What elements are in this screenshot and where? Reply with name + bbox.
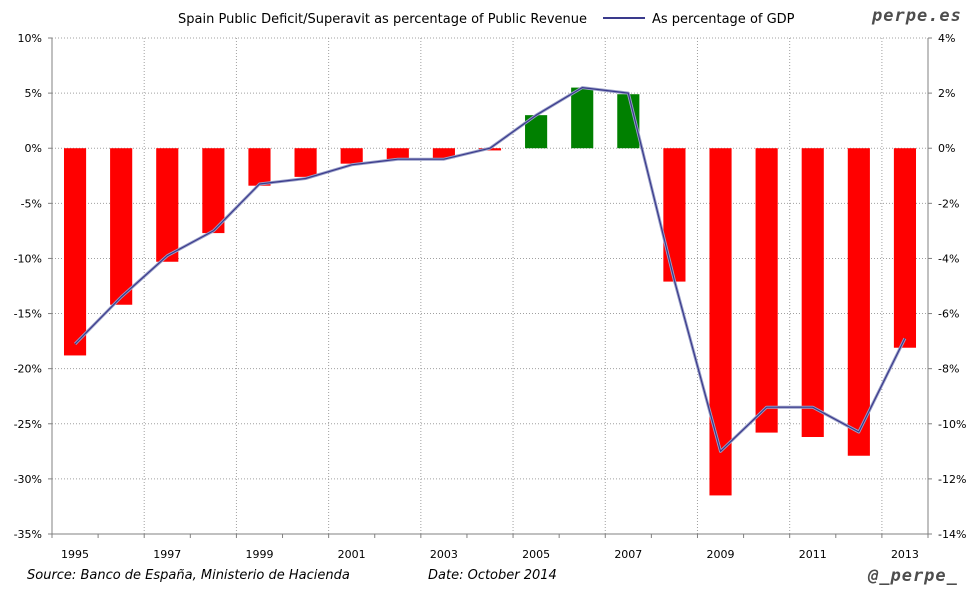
x-tick-label: 2001 <box>338 548 366 561</box>
bar-2012 <box>847 148 870 456</box>
tick-labels: 10% 5% 0% -5% -10% -15% -20% -25% -30% -35% 4% 2% 0%… <box>14 32 967 561</box>
bar-1999 <box>248 148 271 186</box>
y-right-tick-label: -8% <box>938 363 959 376</box>
y-right-tick-label: 2% <box>938 87 955 100</box>
x-tick-label: 2013 <box>891 548 919 561</box>
y-left-tick-label: -10% <box>14 252 42 265</box>
bar-2003 <box>432 148 455 159</box>
y-left-tick-label: 5% <box>25 87 42 100</box>
x-tick-label: 2011 <box>799 548 827 561</box>
x-tick-label: 2007 <box>614 548 642 561</box>
source-note: Source: Banco de España, Ministerio de H… <box>27 568 350 583</box>
y-left-tick-label: 0% <box>25 142 42 155</box>
bar-1996 <box>110 148 133 305</box>
y-right-tick-label: -10% <box>938 418 966 431</box>
bar-series <box>63 87 917 496</box>
brand-site: perpe.es <box>872 6 962 26</box>
bar-2010 <box>755 148 778 433</box>
gdp-line-halo <box>74 86 907 453</box>
bar-2013 <box>893 148 917 348</box>
bar-2008 <box>663 148 686 282</box>
gdp-line-series <box>74 86 907 453</box>
date-note: Date: October 2014 <box>428 568 557 583</box>
bar-2001 <box>340 148 363 164</box>
axes <box>48 37 932 538</box>
bar-1998 <box>202 148 225 234</box>
bar-2005 <box>525 115 548 149</box>
bar-1997 <box>156 148 179 262</box>
bar-2006 <box>571 87 594 149</box>
x-tick-label: 2009 <box>707 548 735 561</box>
bar-1995 <box>63 148 87 356</box>
y-right-tick-label: -4% <box>938 252 959 265</box>
bar-2009 <box>709 148 732 496</box>
legend-line-label: As percentage of GDP <box>652 12 795 27</box>
x-tick-label: 2005 <box>522 548 550 561</box>
legend: Spain Public Deficit/Superavit as percen… <box>178 12 795 27</box>
bar-2011 <box>801 148 824 438</box>
y-right-tick-label: -2% <box>938 197 959 210</box>
y-right-tick-label: 4% <box>938 32 955 45</box>
x-tick-label: 2003 <box>430 548 458 561</box>
gdp-line <box>74 86 906 452</box>
y-left-tick-label: -5% <box>21 197 42 210</box>
y-left-tick-label: 10% <box>18 32 42 45</box>
x-tick-label: 1995 <box>61 548 89 561</box>
y-right-tick-label: -14% <box>938 528 966 541</box>
y-right-tick-label: -6% <box>938 308 959 321</box>
bar-2007 <box>617 94 640 149</box>
y-left-tick-label: -20% <box>14 363 42 376</box>
grid <box>52 37 928 535</box>
y-right-tick-label: 0% <box>938 142 955 155</box>
x-tick-label: 1997 <box>153 548 181 561</box>
bar-2002 <box>386 148 409 160</box>
y-left-tick-label: -15% <box>14 308 42 321</box>
y-left-tick-label: -35% <box>14 528 42 541</box>
legend-bar-label: Spain Public Deficit/Superavit as percen… <box>178 12 587 27</box>
bar-2000 <box>294 148 317 177</box>
y-left-tick-label: -25% <box>14 418 42 431</box>
brand-handle: @_perpe_ <box>868 566 958 586</box>
y-left-tick-label: -30% <box>14 473 42 486</box>
y-right-tick-label: -12% <box>938 473 966 486</box>
x-tick-label: 1999 <box>245 548 273 561</box>
